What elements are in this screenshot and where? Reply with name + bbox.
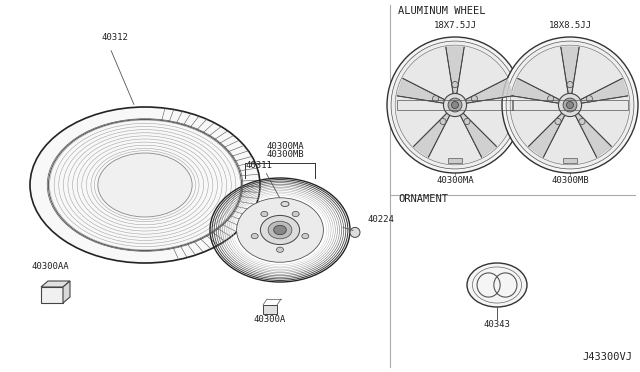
- Polygon shape: [460, 113, 497, 157]
- Polygon shape: [561, 47, 579, 94]
- Text: 40343: 40343: [484, 320, 511, 329]
- Ellipse shape: [237, 198, 323, 262]
- Ellipse shape: [276, 247, 284, 252]
- Ellipse shape: [467, 263, 527, 307]
- Polygon shape: [465, 78, 513, 103]
- Text: 40311: 40311: [245, 161, 272, 170]
- Circle shape: [444, 93, 467, 116]
- Polygon shape: [63, 281, 70, 303]
- Ellipse shape: [274, 225, 286, 235]
- Circle shape: [350, 227, 360, 237]
- Polygon shape: [529, 113, 564, 157]
- Polygon shape: [561, 47, 579, 94]
- Bar: [41, 287, 63, 303]
- Text: J43300VJ: J43300VJ: [582, 352, 632, 362]
- Polygon shape: [397, 78, 445, 103]
- Circle shape: [567, 81, 573, 88]
- Circle shape: [559, 93, 582, 116]
- Text: ALUMINUM WHEEL: ALUMINUM WHEEL: [398, 6, 486, 16]
- Polygon shape: [460, 113, 497, 157]
- Ellipse shape: [268, 221, 292, 239]
- Text: 18X7.5JJ: 18X7.5JJ: [433, 21, 477, 30]
- Text: 40300MA: 40300MA: [266, 142, 304, 151]
- Circle shape: [395, 45, 515, 165]
- Circle shape: [471, 96, 477, 102]
- Polygon shape: [529, 113, 564, 157]
- Polygon shape: [413, 113, 450, 157]
- Polygon shape: [580, 78, 628, 103]
- Bar: [512, 100, 628, 110]
- Circle shape: [391, 41, 519, 169]
- Polygon shape: [41, 281, 70, 287]
- Text: 40312: 40312: [102, 33, 129, 42]
- Ellipse shape: [302, 234, 308, 239]
- Ellipse shape: [261, 211, 268, 217]
- Text: 40300MA: 40300MA: [436, 176, 474, 185]
- Polygon shape: [397, 78, 445, 103]
- Text: 40300AA: 40300AA: [32, 262, 70, 271]
- Polygon shape: [512, 78, 560, 103]
- Circle shape: [555, 118, 561, 125]
- Circle shape: [433, 96, 438, 102]
- Circle shape: [452, 81, 458, 88]
- Bar: [563, 158, 577, 163]
- Ellipse shape: [30, 107, 260, 263]
- Polygon shape: [413, 113, 450, 157]
- Circle shape: [586, 96, 593, 102]
- Polygon shape: [512, 78, 560, 103]
- Circle shape: [579, 118, 585, 125]
- Circle shape: [566, 102, 573, 109]
- Circle shape: [387, 37, 523, 173]
- Text: 40224: 40224: [368, 215, 395, 224]
- Ellipse shape: [252, 234, 258, 239]
- Polygon shape: [575, 113, 611, 157]
- Circle shape: [502, 37, 638, 173]
- Circle shape: [548, 96, 554, 102]
- Polygon shape: [446, 47, 464, 94]
- Circle shape: [448, 98, 462, 112]
- Text: 40300MB: 40300MB: [551, 176, 589, 185]
- Ellipse shape: [292, 211, 299, 217]
- Text: ORNAMENT: ORNAMENT: [398, 194, 448, 204]
- Polygon shape: [575, 113, 611, 157]
- Polygon shape: [446, 47, 464, 94]
- Circle shape: [506, 41, 634, 169]
- Circle shape: [452, 102, 458, 109]
- Bar: [263, 305, 277, 314]
- Polygon shape: [465, 78, 513, 103]
- Circle shape: [440, 118, 446, 125]
- Circle shape: [563, 98, 577, 112]
- Circle shape: [510, 45, 630, 165]
- Polygon shape: [580, 78, 628, 103]
- Text: 18X8.5JJ: 18X8.5JJ: [548, 21, 591, 30]
- Text: 40300A: 40300A: [254, 315, 286, 324]
- Circle shape: [464, 118, 470, 125]
- Bar: [447, 158, 463, 163]
- Ellipse shape: [281, 202, 289, 206]
- Text: 40300MB: 40300MB: [266, 150, 304, 159]
- Ellipse shape: [98, 153, 192, 217]
- Ellipse shape: [260, 215, 300, 244]
- Bar: [397, 100, 513, 110]
